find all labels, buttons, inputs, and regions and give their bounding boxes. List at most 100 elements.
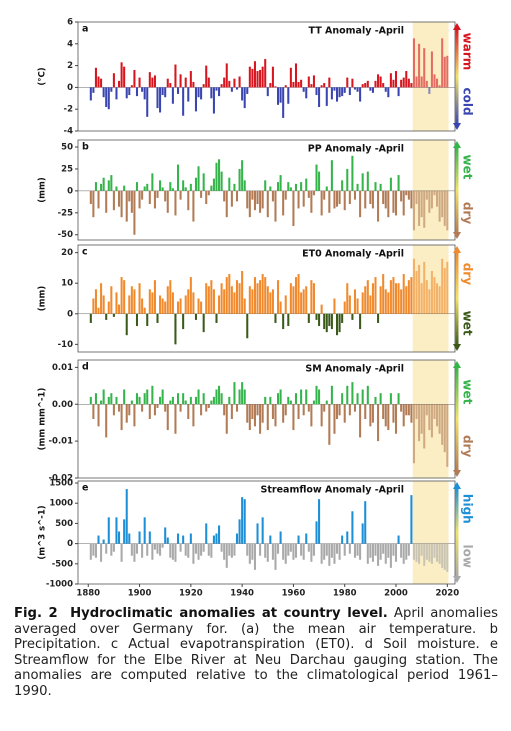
bar (171, 188, 174, 191)
bar (336, 404, 339, 419)
bar (420, 543, 423, 556)
bar (436, 190, 439, 207)
bar (374, 182, 377, 191)
y-tick-label: 2 (67, 61, 73, 71)
legend-arrowhead (453, 232, 461, 239)
bar (369, 295, 372, 314)
bar (407, 78, 410, 88)
bar (389, 543, 392, 568)
bar (120, 277, 123, 314)
bar (420, 283, 423, 314)
bar (279, 301, 282, 314)
bar (315, 164, 318, 191)
bar (159, 180, 162, 191)
bar (294, 183, 298, 191)
bar (320, 304, 323, 314)
bar (243, 180, 246, 191)
bar (328, 313, 331, 327)
bar (228, 80, 231, 88)
bar (364, 501, 367, 544)
bar (174, 190, 177, 216)
bar (171, 543, 174, 560)
bar (423, 190, 426, 228)
bar (202, 313, 205, 333)
bar (256, 283, 259, 314)
bar (379, 543, 382, 560)
bar (125, 87, 128, 99)
bar (274, 190, 277, 222)
bar (138, 283, 141, 314)
bar (292, 81, 295, 88)
bar (343, 190, 346, 211)
bar (207, 77, 210, 88)
bar (176, 533, 180, 544)
y-tick-label: 25 (61, 164, 73, 174)
bar (341, 393, 344, 405)
bar (341, 313, 344, 323)
bar (323, 190, 326, 200)
bar (130, 190, 133, 213)
bar (446, 55, 449, 88)
bar (192, 190, 195, 222)
bar (333, 298, 336, 314)
bar (112, 404, 115, 416)
bar (400, 404, 403, 412)
y-tick-label: 0 (67, 186, 73, 196)
bar (92, 404, 95, 419)
bar (287, 396, 290, 405)
bar (133, 543, 136, 562)
bar (318, 389, 321, 405)
bar (343, 87, 346, 93)
bar (143, 87, 146, 100)
bar (235, 404, 239, 412)
legend-arrow (455, 487, 459, 578)
bar (153, 280, 156, 314)
bar (284, 85, 287, 88)
bar (356, 183, 359, 191)
caption-title: Hydroclimatic anomalies at country level… (70, 606, 388, 621)
bar (397, 175, 400, 191)
bar (269, 83, 272, 88)
bar (256, 71, 259, 88)
bar (192, 404, 195, 427)
bar (425, 280, 428, 314)
y-tick-label: 0 (67, 539, 73, 549)
legend-arrowhead (453, 344, 461, 351)
bar (277, 543, 280, 554)
bar (115, 517, 118, 544)
bar (412, 38, 415, 88)
bar (207, 543, 210, 556)
bar (259, 190, 262, 213)
bar (123, 519, 126, 544)
bar (307, 76, 310, 88)
bar (277, 182, 280, 191)
bar (356, 298, 359, 314)
bar (289, 400, 292, 405)
bar (125, 489, 128, 544)
bar (428, 543, 431, 562)
bar (330, 87, 333, 100)
legend-label: warm (461, 33, 475, 71)
bar (269, 292, 272, 314)
bar (115, 87, 118, 100)
bar (130, 543, 133, 556)
bar (176, 301, 180, 314)
bar (194, 543, 197, 554)
bar (210, 280, 213, 314)
legend-label: low (461, 544, 475, 567)
bar (146, 389, 149, 405)
bar (89, 87, 92, 101)
bar (266, 286, 269, 314)
bar (246, 404, 249, 423)
bar (197, 87, 200, 98)
bar (415, 76, 418, 88)
bar (92, 87, 95, 93)
bar (210, 87, 213, 99)
bar (120, 404, 123, 431)
bar (384, 190, 387, 209)
bar (333, 87, 336, 91)
bar (156, 87, 159, 109)
bar (436, 543, 439, 562)
bar (412, 190, 415, 231)
bar (235, 87, 239, 90)
